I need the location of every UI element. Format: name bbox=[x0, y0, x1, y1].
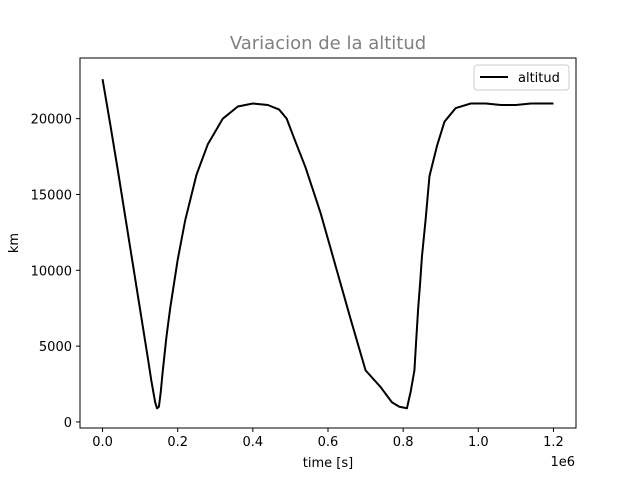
x-axis-ticks: 0.0 0.2 0.4 0.6 0.8 1.0 1.2 bbox=[92, 428, 564, 450]
x-axis-offset-label: 1e6 bbox=[550, 455, 575, 470]
y-tick-label: 20000 bbox=[31, 113, 72, 128]
y-tick-label: 0 bbox=[64, 416, 72, 431]
y-axis-ticks: 0 5000 10000 15000 20000 bbox=[31, 113, 80, 431]
y-tick-label: 10000 bbox=[31, 264, 72, 279]
series-line-altitud bbox=[101, 79, 554, 410]
x-tick-label: 0.6 bbox=[318, 435, 339, 450]
x-tick-label: 0.4 bbox=[243, 435, 264, 450]
x-tick-label: 0.0 bbox=[92, 435, 113, 450]
y-tick-label: 5000 bbox=[39, 340, 72, 355]
legend-box bbox=[473, 64, 570, 91]
legend: altitud bbox=[473, 64, 570, 91]
plot-area bbox=[101, 79, 554, 410]
y-axis-label: km bbox=[7, 233, 22, 253]
x-tick-label: 0.8 bbox=[393, 435, 414, 450]
x-tick-label: 1.0 bbox=[468, 435, 489, 450]
x-tick-label: 1.2 bbox=[543, 435, 564, 450]
legend-label-altitud: altitud bbox=[518, 71, 560, 86]
x-tick-label: 0.2 bbox=[167, 435, 188, 450]
x-axis-label: time [s] bbox=[303, 456, 353, 471]
y-tick-label: 15000 bbox=[31, 188, 72, 203]
chart-title: Variacion de la altitud bbox=[230, 33, 426, 54]
